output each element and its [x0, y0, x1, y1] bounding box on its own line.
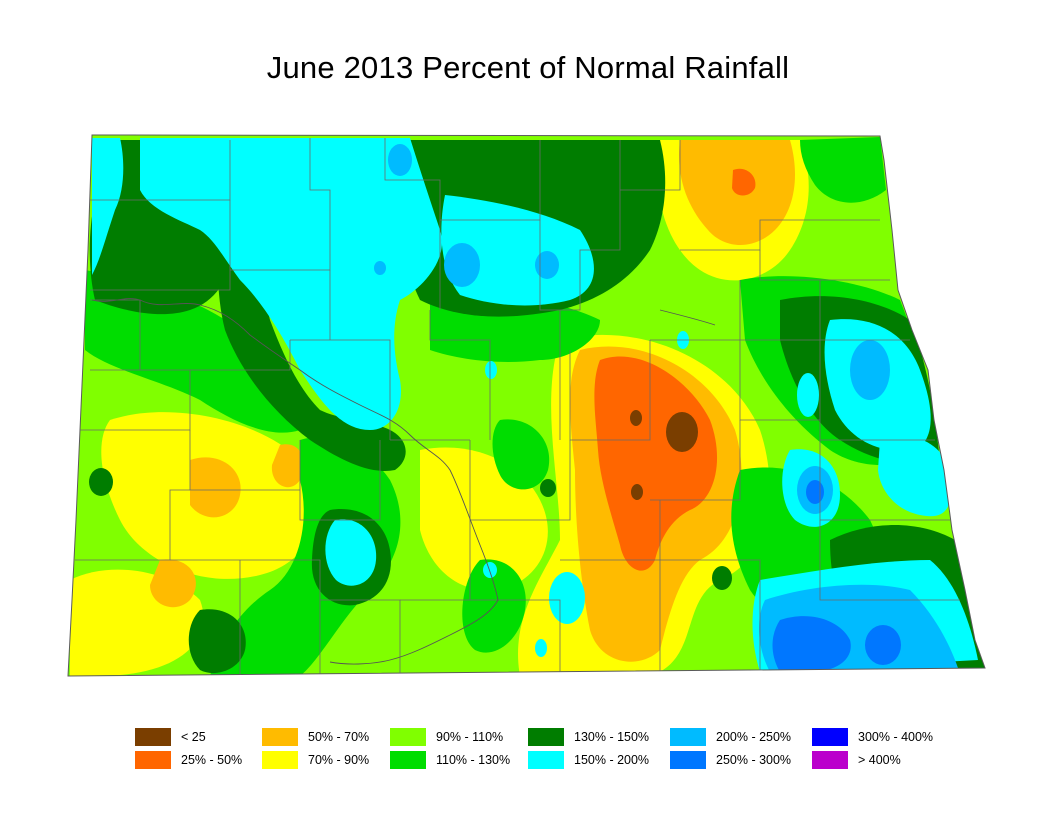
missouri-river [91, 298, 499, 665]
legend-label: 70% - 90% [308, 753, 370, 767]
zone-150-200 [140, 138, 442, 430]
zone-below-25 [631, 484, 643, 500]
legend-swatch [135, 728, 171, 746]
legend-item: 200% - 250% [670, 727, 791, 747]
zone-130-150 [540, 479, 556, 497]
zone-150-200 [797, 373, 819, 417]
legend-label: 25% - 50% [181, 753, 243, 767]
legend-item: 90% - 110% [390, 727, 503, 747]
legend-item: 150% - 200% [528, 750, 649, 770]
zone-150-200 [549, 572, 585, 624]
zone-150-200 [878, 436, 952, 517]
legend-label: 150% - 200% [574, 753, 650, 767]
legend-item: 250% - 300% [670, 750, 791, 770]
legend-swatch [670, 751, 706, 769]
zone-110-130 [492, 419, 550, 490]
legend-label: 300% - 400% [858, 730, 934, 744]
legend-item: < 25 [135, 727, 206, 747]
legend-item: 50% - 70% [262, 727, 369, 747]
zone-150-200 [535, 639, 547, 657]
legend-label: 110% - 130% [436, 753, 511, 767]
legend-label: < 25 [181, 730, 206, 744]
zone-250-300 [806, 480, 824, 504]
rainfall-map [67, 134, 986, 677]
zone-25-50 [594, 356, 718, 571]
legend-swatch [528, 751, 564, 769]
legend-label: 130% - 150% [574, 730, 650, 744]
legend-label: 200% - 250% [716, 730, 792, 744]
legend-swatch [135, 751, 171, 769]
legend-item: 130% - 150% [528, 727, 649, 747]
zone-130-150 [188, 609, 246, 674]
zone-150-200 [483, 562, 497, 578]
zone-150-200 [325, 519, 377, 586]
sheyenne-river [659, 309, 716, 326]
legend-label: 50% - 70% [308, 730, 370, 744]
zone-150-200 [441, 195, 594, 306]
legend-swatch [812, 728, 848, 746]
legend-swatch [812, 751, 848, 769]
legend: < 25 25% - 50% 50% - 70% 70% - 90% 90% - 110… [135, 727, 965, 787]
zone-200-250 [374, 261, 386, 275]
legend-label: 90% - 110% [436, 730, 504, 744]
zone-50-70 [190, 457, 241, 518]
legend-item: > 400% [812, 750, 901, 770]
zone-200-250 [444, 243, 480, 287]
legend-label: 250% - 300% [716, 753, 792, 767]
legend-item: 110% - 130% [390, 750, 510, 770]
legend-swatch [670, 728, 706, 746]
legend-swatch [262, 751, 298, 769]
county-boundaries [75, 138, 960, 676]
zone-50-70 [271, 444, 304, 488]
legend-item: 25% - 50% [135, 750, 242, 770]
zone-150-200 [92, 138, 124, 275]
zone-130-150 [712, 566, 732, 590]
zone-25-50 [732, 168, 756, 196]
legend-swatch [528, 728, 564, 746]
zone-110-130 [800, 137, 886, 203]
zone-200-250 [850, 340, 890, 400]
zone-110-130 [210, 437, 401, 676]
state-outline [67, 134, 986, 677]
zone-50-70 [150, 559, 196, 608]
legend-item: 70% - 90% [262, 750, 369, 770]
legend-item: 300% - 400% [812, 727, 933, 747]
legend-swatch [390, 728, 426, 746]
zone-below-25 [630, 410, 642, 426]
rainfall-zones [68, 135, 985, 676]
map-title: June 2013 Percent of Normal Rainfall [266, 50, 790, 85]
zone-200-250 [388, 144, 412, 176]
legend-swatch [262, 728, 298, 746]
zone-250-300 [865, 625, 901, 665]
zone-150-200 [485, 361, 497, 379]
zone-below-25 [666, 412, 698, 452]
zone-250-300 [772, 616, 851, 672]
zone-130-150 [89, 468, 113, 496]
legend-label: > 400% [858, 753, 901, 767]
zone-200-250 [535, 251, 559, 279]
legend-swatch [390, 751, 426, 769]
